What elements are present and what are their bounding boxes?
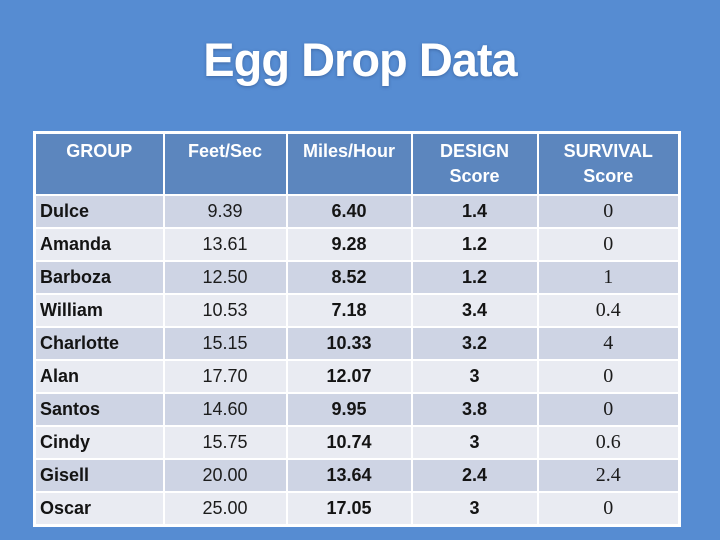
- cell-group: Santos: [33, 392, 165, 427]
- cell-group: Cindy: [33, 425, 165, 460]
- cell-feet-per-sec: 13.61: [162, 227, 288, 262]
- cell-feet-per-sec: 10.53: [162, 293, 288, 328]
- column-header-survival-score: SURVIVAL Score: [536, 131, 681, 196]
- cell-design-score: 3.4: [410, 293, 539, 328]
- table-row: Alan 17.70 12.07 3 0: [33, 359, 681, 394]
- cell-feet-per-sec: 15.75: [162, 425, 288, 460]
- cell-survival-score: 0.4: [536, 293, 681, 328]
- cell-feet-per-sec: 15.15: [162, 326, 288, 361]
- cell-group: Dulce: [33, 194, 165, 229]
- cell-survival-score: 0: [536, 194, 681, 229]
- cell-group: Amanda: [33, 227, 165, 262]
- cell-survival-score: 0.6: [536, 425, 681, 460]
- cell-design-score: 2.4: [410, 458, 539, 493]
- cell-miles-per-hour: 12.07: [285, 359, 413, 394]
- column-header-group: GROUP: [33, 131, 165, 196]
- cell-group: Barboza: [33, 260, 165, 295]
- column-header-design-score: DESIGN Score: [410, 131, 539, 196]
- cell-survival-score: 0: [536, 227, 681, 262]
- table-row: Santos 14.60 9.95 3.8 0: [33, 392, 681, 427]
- cell-miles-per-hour: 7.18: [285, 293, 413, 328]
- cell-miles-per-hour: 10.74: [285, 425, 413, 460]
- column-header-miles-per-hour: Miles/Hour: [285, 131, 413, 196]
- cell-miles-per-hour: 9.28: [285, 227, 413, 262]
- cell-design-score: 1.4: [410, 194, 539, 229]
- table-row: Gisell 20.00 13.64 2.4 2.4: [33, 458, 681, 493]
- cell-feet-per-sec: 17.70: [162, 359, 288, 394]
- cell-design-score: 1.2: [410, 260, 539, 295]
- cell-miles-per-hour: 10.33: [285, 326, 413, 361]
- cell-miles-per-hour: 13.64: [285, 458, 413, 493]
- cell-design-score: 3.8: [410, 392, 539, 427]
- cell-design-score: 3: [410, 491, 539, 527]
- cell-miles-per-hour: 6.40: [285, 194, 413, 229]
- cell-feet-per-sec: 12.50: [162, 260, 288, 295]
- cell-survival-score: 2.4: [536, 458, 681, 493]
- cell-survival-score: 0: [536, 491, 681, 527]
- cell-feet-per-sec: 25.00: [162, 491, 288, 527]
- cell-group: Oscar: [33, 491, 165, 527]
- cell-feet-per-sec: 14.60: [162, 392, 288, 427]
- cell-miles-per-hour: 8.52: [285, 260, 413, 295]
- cell-miles-per-hour: 9.95: [285, 392, 413, 427]
- table-row: Barboza 12.50 8.52 1.2 1: [33, 260, 681, 295]
- cell-survival-score: 4: [536, 326, 681, 361]
- egg-drop-data-table: GROUP Feet/Sec Miles/Hour DESIGN Score S…: [33, 131, 681, 527]
- table-row: Oscar 25.00 17.05 3 0: [33, 491, 681, 527]
- cell-design-score: 1.2: [410, 227, 539, 262]
- cell-feet-per-sec: 9.39: [162, 194, 288, 229]
- cell-survival-score: 0: [536, 392, 681, 427]
- table-row: Dulce 9.39 6.40 1.4 0: [33, 194, 681, 229]
- cell-group: William: [33, 293, 165, 328]
- cell-survival-score: 0: [536, 359, 681, 394]
- table-row: William 10.53 7.18 3.4 0.4: [33, 293, 681, 328]
- table-row: Charlotte 15.15 10.33 3.2 4: [33, 326, 681, 361]
- cell-group: Charlotte: [33, 326, 165, 361]
- table-row: Cindy 15.75 10.74 3 0.6: [33, 425, 681, 460]
- cell-group: Alan: [33, 359, 165, 394]
- cell-design-score: 3: [410, 359, 539, 394]
- slide-title: Egg Drop Data: [203, 33, 517, 86]
- cell-design-score: 3.2: [410, 326, 539, 361]
- cell-feet-per-sec: 20.00: [162, 458, 288, 493]
- cell-design-score: 3: [410, 425, 539, 460]
- cell-survival-score: 1: [536, 260, 681, 295]
- cell-group: Gisell: [33, 458, 165, 493]
- table-row: Amanda 13.61 9.28 1.2 0: [33, 227, 681, 262]
- column-header-feet-per-sec: Feet/Sec: [162, 131, 288, 196]
- cell-miles-per-hour: 17.05: [285, 491, 413, 527]
- header-row: GROUP Feet/Sec Miles/Hour DESIGN Score S…: [33, 131, 681, 196]
